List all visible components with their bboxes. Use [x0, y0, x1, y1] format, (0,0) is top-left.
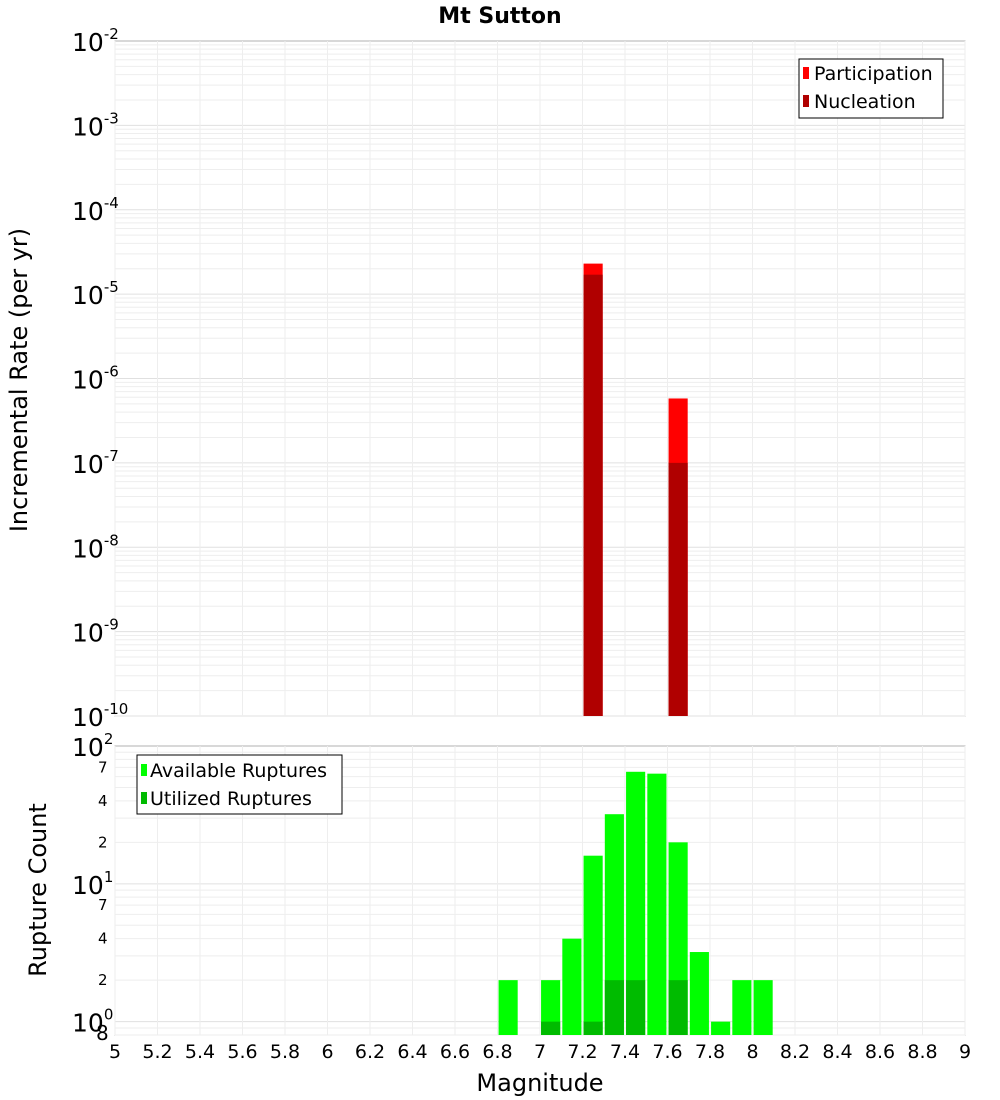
y-tick-label: 10-7: [72, 447, 119, 479]
x-tick-label: 8: [746, 1041, 758, 1063]
x-tick-label: 6.8: [482, 1041, 512, 1063]
x-tick-label: 5: [109, 1041, 121, 1063]
x-tick-label: 7.2: [567, 1041, 597, 1063]
bar-available-ruptures: [647, 773, 667, 1035]
x-tick-label: 7.4: [610, 1041, 640, 1063]
bar-available-ruptures: [562, 938, 582, 1035]
x-tick-label: 8.2: [780, 1041, 810, 1063]
legend-label-available: Available Ruptures: [150, 760, 327, 782]
bar-nucleation: [583, 274, 603, 716]
bar-available-ruptures: [541, 980, 561, 1035]
x-tick-label: 6: [321, 1041, 333, 1063]
y-tick-label: 101: [72, 868, 113, 900]
y-minor-tick-label: 2: [98, 833, 108, 851]
count-bars: [498, 771, 773, 1035]
rate-grid: [114, 41, 966, 717]
x-tick-label: 7: [534, 1041, 546, 1063]
y-minor-tick-label: 2: [98, 971, 108, 989]
count-legend: Available Ruptures Utilized Ruptures: [136, 754, 343, 815]
chart-title: Mt Sutton: [438, 4, 561, 29]
bar-utilized-ruptures: [626, 980, 646, 1035]
x-tick-label: 8.4: [822, 1041, 852, 1063]
legend-label-participation: Participation: [814, 63, 933, 85]
x-tick-label: 6.6: [440, 1041, 470, 1063]
bar-available-ruptures: [753, 980, 773, 1035]
bar-available-ruptures: [604, 814, 624, 1035]
bar-available-ruptures: [732, 980, 752, 1035]
bar-available-ruptures: [626, 771, 646, 1035]
rate-y-axis-label: Incremental Rate (per yr): [5, 228, 33, 532]
x-tick-label: 5.8: [270, 1041, 300, 1063]
bar-available-ruptures: [498, 980, 518, 1035]
bar-available-ruptures: [583, 855, 603, 1035]
rate-panel: 10-2 10-3 10-4 10-5 10-6 10-7 10-8 10-9 10-10 In…: [5, 25, 966, 732]
y-tick-label: 10-4: [72, 194, 119, 226]
bar-utilized-ruptures: [541, 1021, 561, 1035]
x-axis-label: Magnitude: [476, 1069, 603, 1097]
rate-y-ticks: 10-2 10-3 10-4 10-5 10-6 10-7 10-8 10-9 10-10: [72, 25, 128, 732]
count-panel: 102 101 100 7 4 2 7 4 2 8 5 5.2 5.4 5.6 5.8 6 6.2 6.4 6.6…: [24, 730, 971, 1097]
legend-swatch-utilized: [141, 792, 147, 804]
x-tick-label: 5.2: [142, 1041, 172, 1063]
x-tick-label: 9: [959, 1041, 971, 1063]
y-minor-tick-label: 7: [98, 896, 108, 914]
count-y-axis-label: Rupture Count: [24, 803, 52, 977]
y-tick-label: 10-6: [72, 363, 119, 395]
y-tick-label: 10-9: [72, 616, 119, 648]
x-tick-label: 7.8: [695, 1041, 725, 1063]
rate-legend: Participation Nucleation: [798, 58, 944, 119]
y-minor-tick-label: 8: [96, 1021, 109, 1045]
legend-swatch-available: [141, 764, 147, 776]
y-tick-label: 10-5: [72, 278, 119, 310]
bar-nucleation: [668, 462, 688, 716]
legend-swatch-participation: [803, 67, 809, 79]
y-minor-tick-label: 4: [98, 792, 108, 810]
y-minor-tick-label: 7: [98, 758, 108, 776]
y-minor-tick-label: 4: [98, 930, 108, 948]
x-tick-label: 6.2: [355, 1041, 385, 1063]
rate-bars: [583, 263, 688, 716]
x-tick-label: 6.4: [397, 1041, 427, 1063]
y-tick-label: 102: [72, 730, 113, 762]
y-tick-label: 10-3: [72, 109, 119, 141]
x-tick-label: 8.6: [865, 1041, 895, 1063]
legend-swatch-nucleation: [803, 95, 809, 107]
bar-utilized-ruptures: [668, 980, 688, 1035]
x-tick-label: 7.6: [652, 1041, 682, 1063]
legend-label-nucleation: Nucleation: [814, 91, 916, 113]
x-tick-label: 5.6: [227, 1041, 257, 1063]
bar-available-ruptures: [711, 1021, 731, 1035]
y-tick-label: 100: [72, 1006, 113, 1038]
x-tick-label: 5.4: [185, 1041, 215, 1063]
y-tick-label: 10-8: [72, 531, 119, 563]
x-ticks: 5 5.2 5.4 5.6 5.8 6 6.2 6.4 6.6 6.8 7 7.2 7.4 7.6 7.8 8…: [109, 1041, 971, 1063]
legend-label-utilized: Utilized Ruptures: [150, 788, 312, 810]
x-tick-label: 8.8: [907, 1041, 937, 1063]
bar-utilized-ruptures: [604, 980, 624, 1035]
y-tick-label: 10-10: [72, 700, 128, 732]
bar-utilized-ruptures: [583, 1021, 603, 1035]
count-y-ticks: 102 101 100 7 4 2 7 4 2 8: [72, 730, 113, 1045]
y-tick-label: 10-2: [72, 25, 119, 57]
bar-available-ruptures: [689, 952, 709, 1035]
